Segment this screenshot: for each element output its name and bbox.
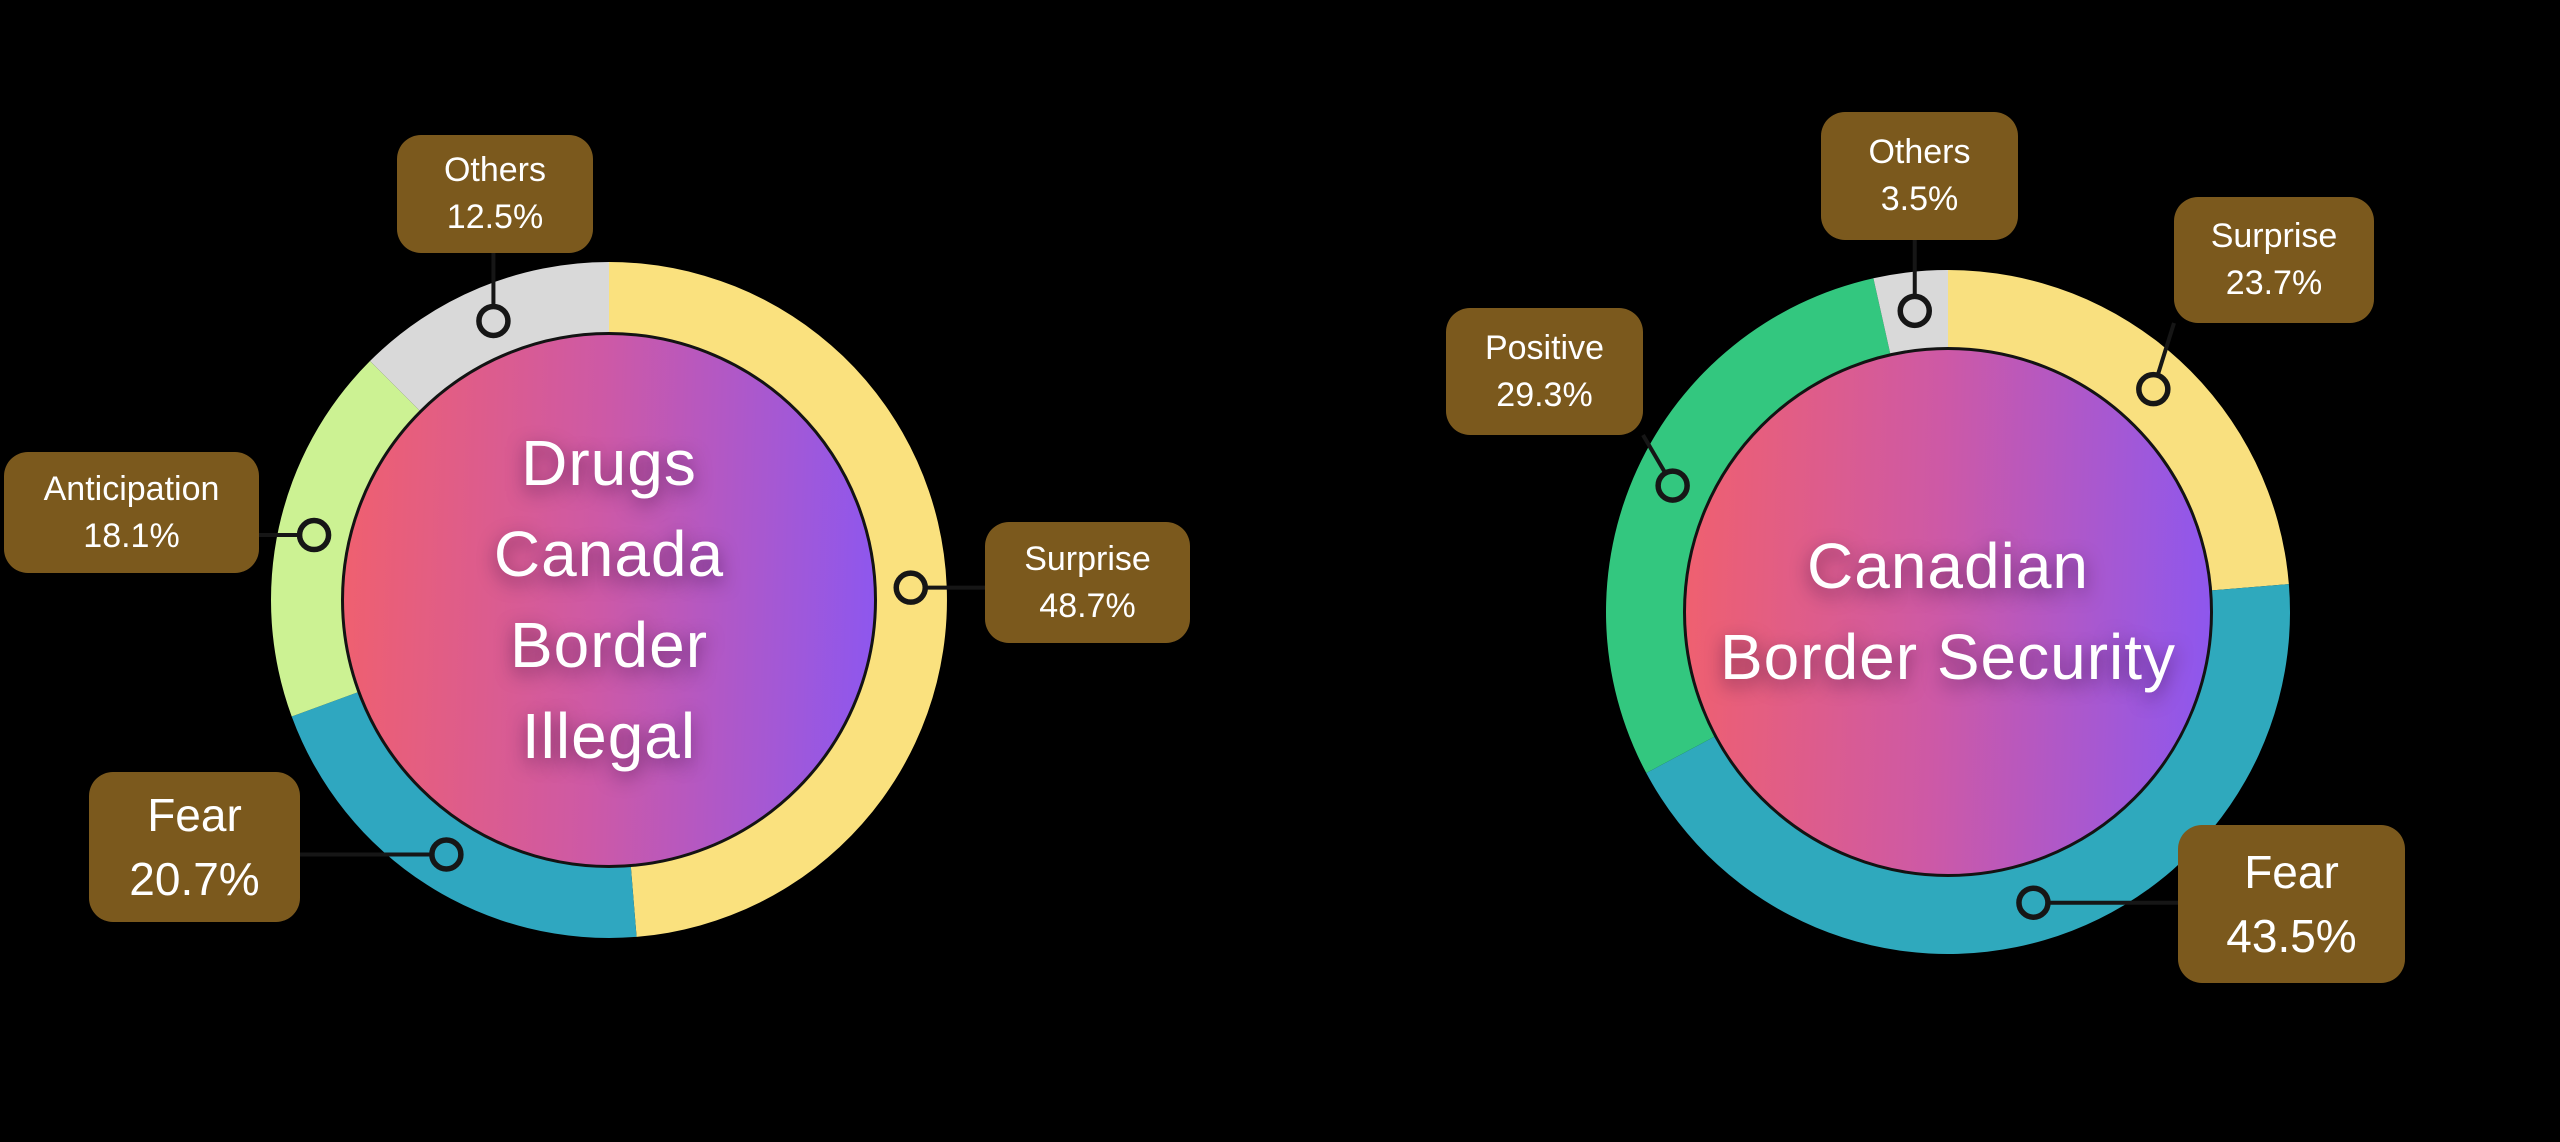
segment-value: 43.5% [2226,910,2357,962]
callout-marker-surprise [893,570,928,605]
center-text-line: Illegal [521,700,697,772]
label-left-anticipation: Anticipation 18.1% [4,452,259,573]
right-donut-center-disc: Canadian Border Security [1683,347,2213,877]
segment-value: 23.7% [2225,264,2323,302]
segment-label: Fear [147,788,242,841]
label-right-surprise: Surprise 23.7% [2174,197,2374,323]
center-text-line: Canadian [1807,530,2089,602]
segment-value: 20.7% [129,853,260,905]
callout-line-surprise [2155,322,2176,376]
callout-marker-others [1897,293,1933,329]
segment-value: 29.3% [1496,375,1593,414]
donut-segment-surprise [1948,270,2289,591]
label-right-positive: Positive 29.3% [1446,308,1643,435]
donut-segment-positive [1606,278,1891,773]
segment-value: 3.5% [1880,180,1959,218]
segment-label: Positive [1484,328,1605,367]
callout-marker-others [476,303,511,339]
label-left-surprise: Surprise 48.7% [985,522,1190,643]
callout-marker-surprise [2136,371,2171,407]
label-left-others: Others 12.5% [397,135,593,253]
segment-value: 12.5% [446,198,544,236]
donut-segment-fear [291,690,637,938]
label-right-fear: Fear 43.5% [2178,825,2405,983]
segment-label: Anticipation [43,469,220,508]
center-text-line: Drugs [521,427,697,499]
center-text-line: Canada [493,518,725,590]
segment-value: 18.1% [83,516,180,555]
segment-label: Others [443,151,547,190]
center-text-line: Border [509,609,709,681]
donut-segment-others [1873,270,1948,357]
donut-segment-anticipation [271,361,423,717]
label-left-fear: Fear 20.7% [89,772,300,922]
segment-value: 48.7% [1039,586,1136,625]
label-right-others: Others 3.5% [1821,112,2018,240]
callout-marker-anticipation [296,517,332,553]
donut-segment-surprise [609,262,947,937]
segment-label: Surprise [1024,539,1151,578]
center-text-line: Border Security [1719,621,2177,693]
callout-line-positive [1641,433,1668,475]
segment-label: Surprise [2210,217,2338,256]
callout-marker-fear [2016,885,2051,920]
left-donut-center-disc: Drugs Canada Border Illegal [341,332,877,868]
callout-marker-positive [1655,468,1690,503]
segment-label: Fear [2244,845,2339,898]
segment-label: Others [1868,133,1971,172]
callout-marker-fear [429,837,464,872]
donut-segment-fear [1646,584,2290,954]
